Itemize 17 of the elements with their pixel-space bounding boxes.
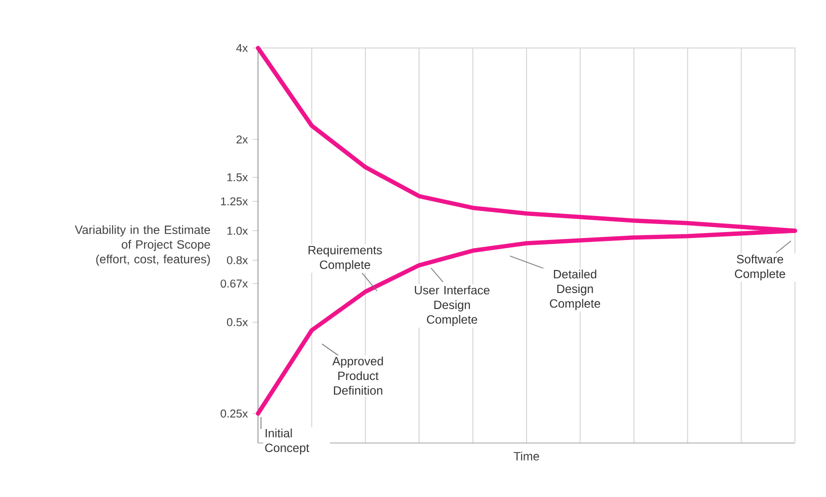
x-axis-title: Time [514,452,540,461]
y-tick-label: 0.8x [226,256,248,264]
y-tick-label: 0.25x [220,410,248,418]
annotation: User Interface Design Complete [414,286,490,326]
annotation: Initial Concept [265,428,310,454]
y-tick-label: 2x [236,135,248,144]
y-tick-label: 0.67x [220,280,248,288]
y-tick-label: 1.5x [227,173,248,182]
y-tick-label: 1.25x [221,197,248,206]
y-tick-label: 1.0x [227,226,248,235]
y-axis-title: Variability in the Estimate of Project Scope (effort, cost, features) [74,225,210,266]
y-tick-label: 4x [236,44,248,52]
y-tick-label: 0.5x [226,318,248,326]
annotation: Approved Product Definition [332,356,383,395]
annotation: Requirements Complete [308,246,382,272]
annotation: Detailed Design Complete [550,270,600,310]
annotation: Software Complete [734,254,786,280]
